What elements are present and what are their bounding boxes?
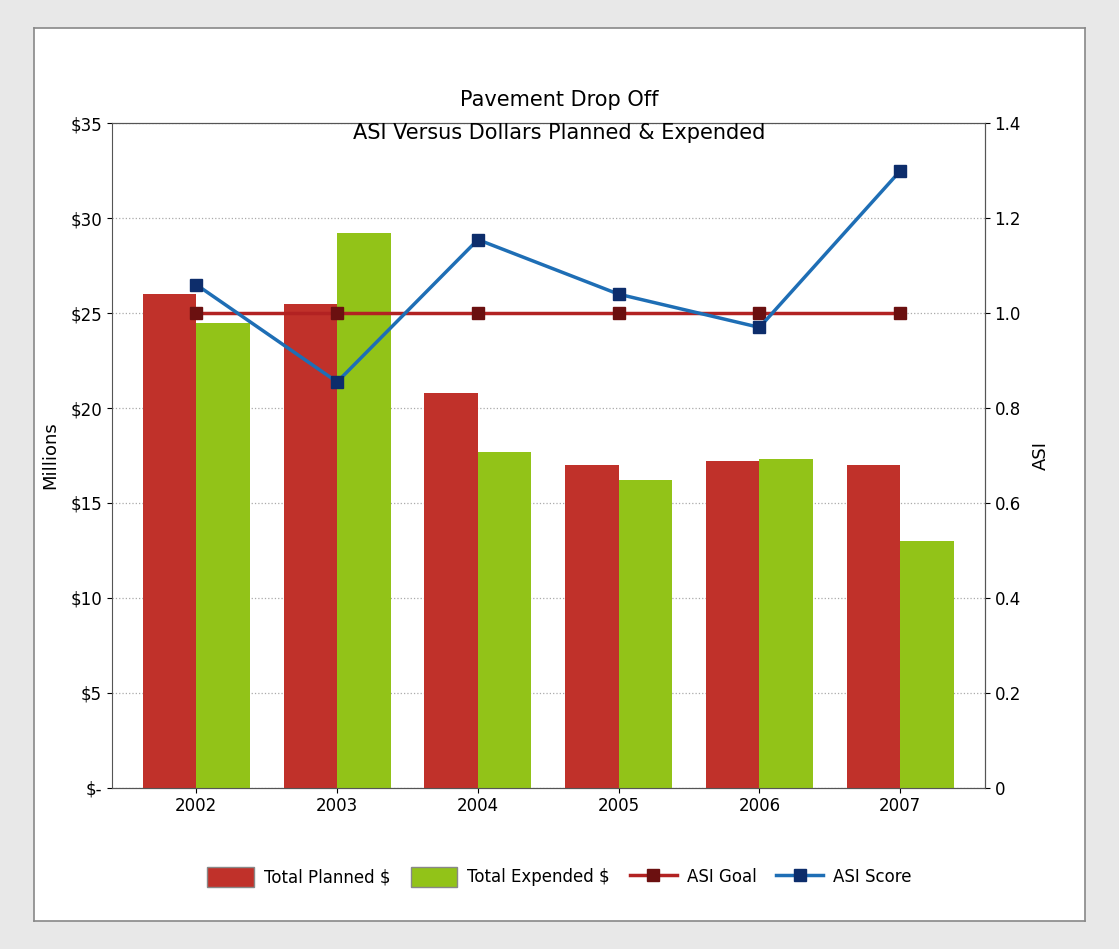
ASI Score — [753, 322, 767, 333]
Bar — [196, 323, 250, 788]
Bar — [901, 541, 953, 788]
Bar — [424, 393, 478, 788]
Bar — [619, 480, 673, 788]
Bar — [337, 233, 391, 788]
ASI Goal — [471, 307, 485, 319]
Bar — [283, 304, 337, 788]
Line: ASI Goal: ASI Goal — [191, 307, 905, 319]
Bar — [760, 459, 814, 788]
Bar — [847, 465, 901, 788]
Line: ASI Score: ASI Score — [191, 165, 905, 387]
Bar — [143, 294, 196, 788]
Y-axis label: ASI: ASI — [1032, 441, 1050, 470]
ASI Score — [189, 279, 203, 290]
ASI Goal — [753, 307, 767, 319]
ASI Goal — [612, 307, 626, 319]
ASI Goal — [894, 307, 908, 319]
Text: Pavement Drop Off: Pavement Drop Off — [460, 89, 659, 110]
Y-axis label: Millions: Millions — [41, 421, 59, 490]
ASI Score — [612, 288, 626, 300]
ASI Goal — [330, 307, 344, 319]
Text: ASI Versus Dollars Planned & Expended: ASI Versus Dollars Planned & Expended — [354, 122, 765, 143]
ASI Goal — [189, 307, 203, 319]
ASI Score — [330, 376, 344, 387]
Legend: Total Planned $, Total Expended $, ASI Goal, ASI Score: Total Planned $, Total Expended $, ASI G… — [200, 861, 919, 893]
Bar — [478, 452, 532, 788]
Bar — [706, 461, 760, 788]
Bar — [565, 465, 619, 788]
ASI Score — [894, 165, 908, 177]
ASI Score — [471, 233, 485, 245]
